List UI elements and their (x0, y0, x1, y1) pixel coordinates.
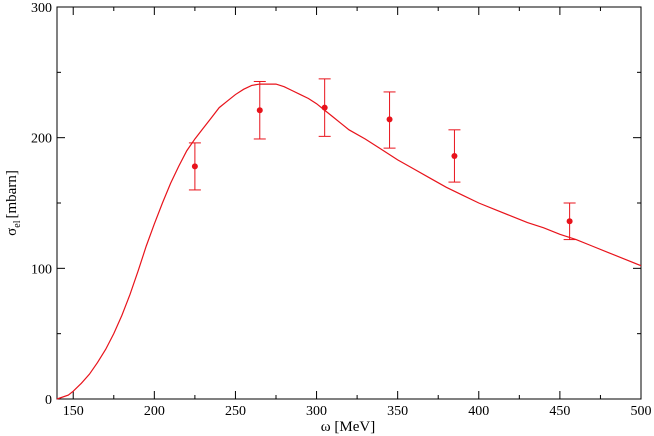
plot-area (56, 6, 642, 400)
x-tick-label: 150 (63, 404, 84, 419)
data-point (386, 116, 393, 123)
data-point (451, 152, 458, 159)
x-tick-label: 300 (306, 404, 327, 419)
x-tick-label: 200 (144, 404, 165, 419)
y-axis-label-unit: [mbarn] (4, 170, 20, 218)
y-axis-label-main: σ (4, 228, 20, 236)
plot-frame (56, 6, 642, 400)
data-point-group (448, 129, 461, 183)
theory-curve (56, 83, 642, 400)
data-point (191, 163, 198, 170)
axis-ticks (57, 6, 642, 400)
x-tick-label: 400 (468, 404, 489, 419)
y-tick-label: 0 (45, 393, 52, 408)
x-tick-label: 350 (387, 404, 408, 419)
y-tick-label: 300 (31, 1, 52, 16)
data-point (256, 107, 263, 114)
series-layer (56, 78, 642, 400)
x-tick-label: 500 (631, 404, 652, 419)
data-point-group (318, 78, 331, 137)
y-axis-label: σel [mbarn] (4, 170, 23, 236)
y-tick-label: 200 (31, 132, 52, 147)
x-axis-label: ω [MeV] (321, 419, 375, 435)
data-point-group (188, 142, 201, 191)
x-tick-label: 450 (549, 404, 570, 419)
data-point (321, 104, 328, 111)
x-tick-label: 250 (225, 404, 246, 419)
y-axis-label-sub: el (12, 220, 23, 227)
data-point-group (563, 202, 576, 241)
data-point (566, 218, 573, 225)
data-point-group (383, 91, 396, 149)
data-point-group (253, 80, 266, 140)
tick-labels: 150 200 250 300 350 400 450 500 0 100 200 300 (31, 1, 652, 419)
y-tick-label: 100 (31, 262, 52, 277)
